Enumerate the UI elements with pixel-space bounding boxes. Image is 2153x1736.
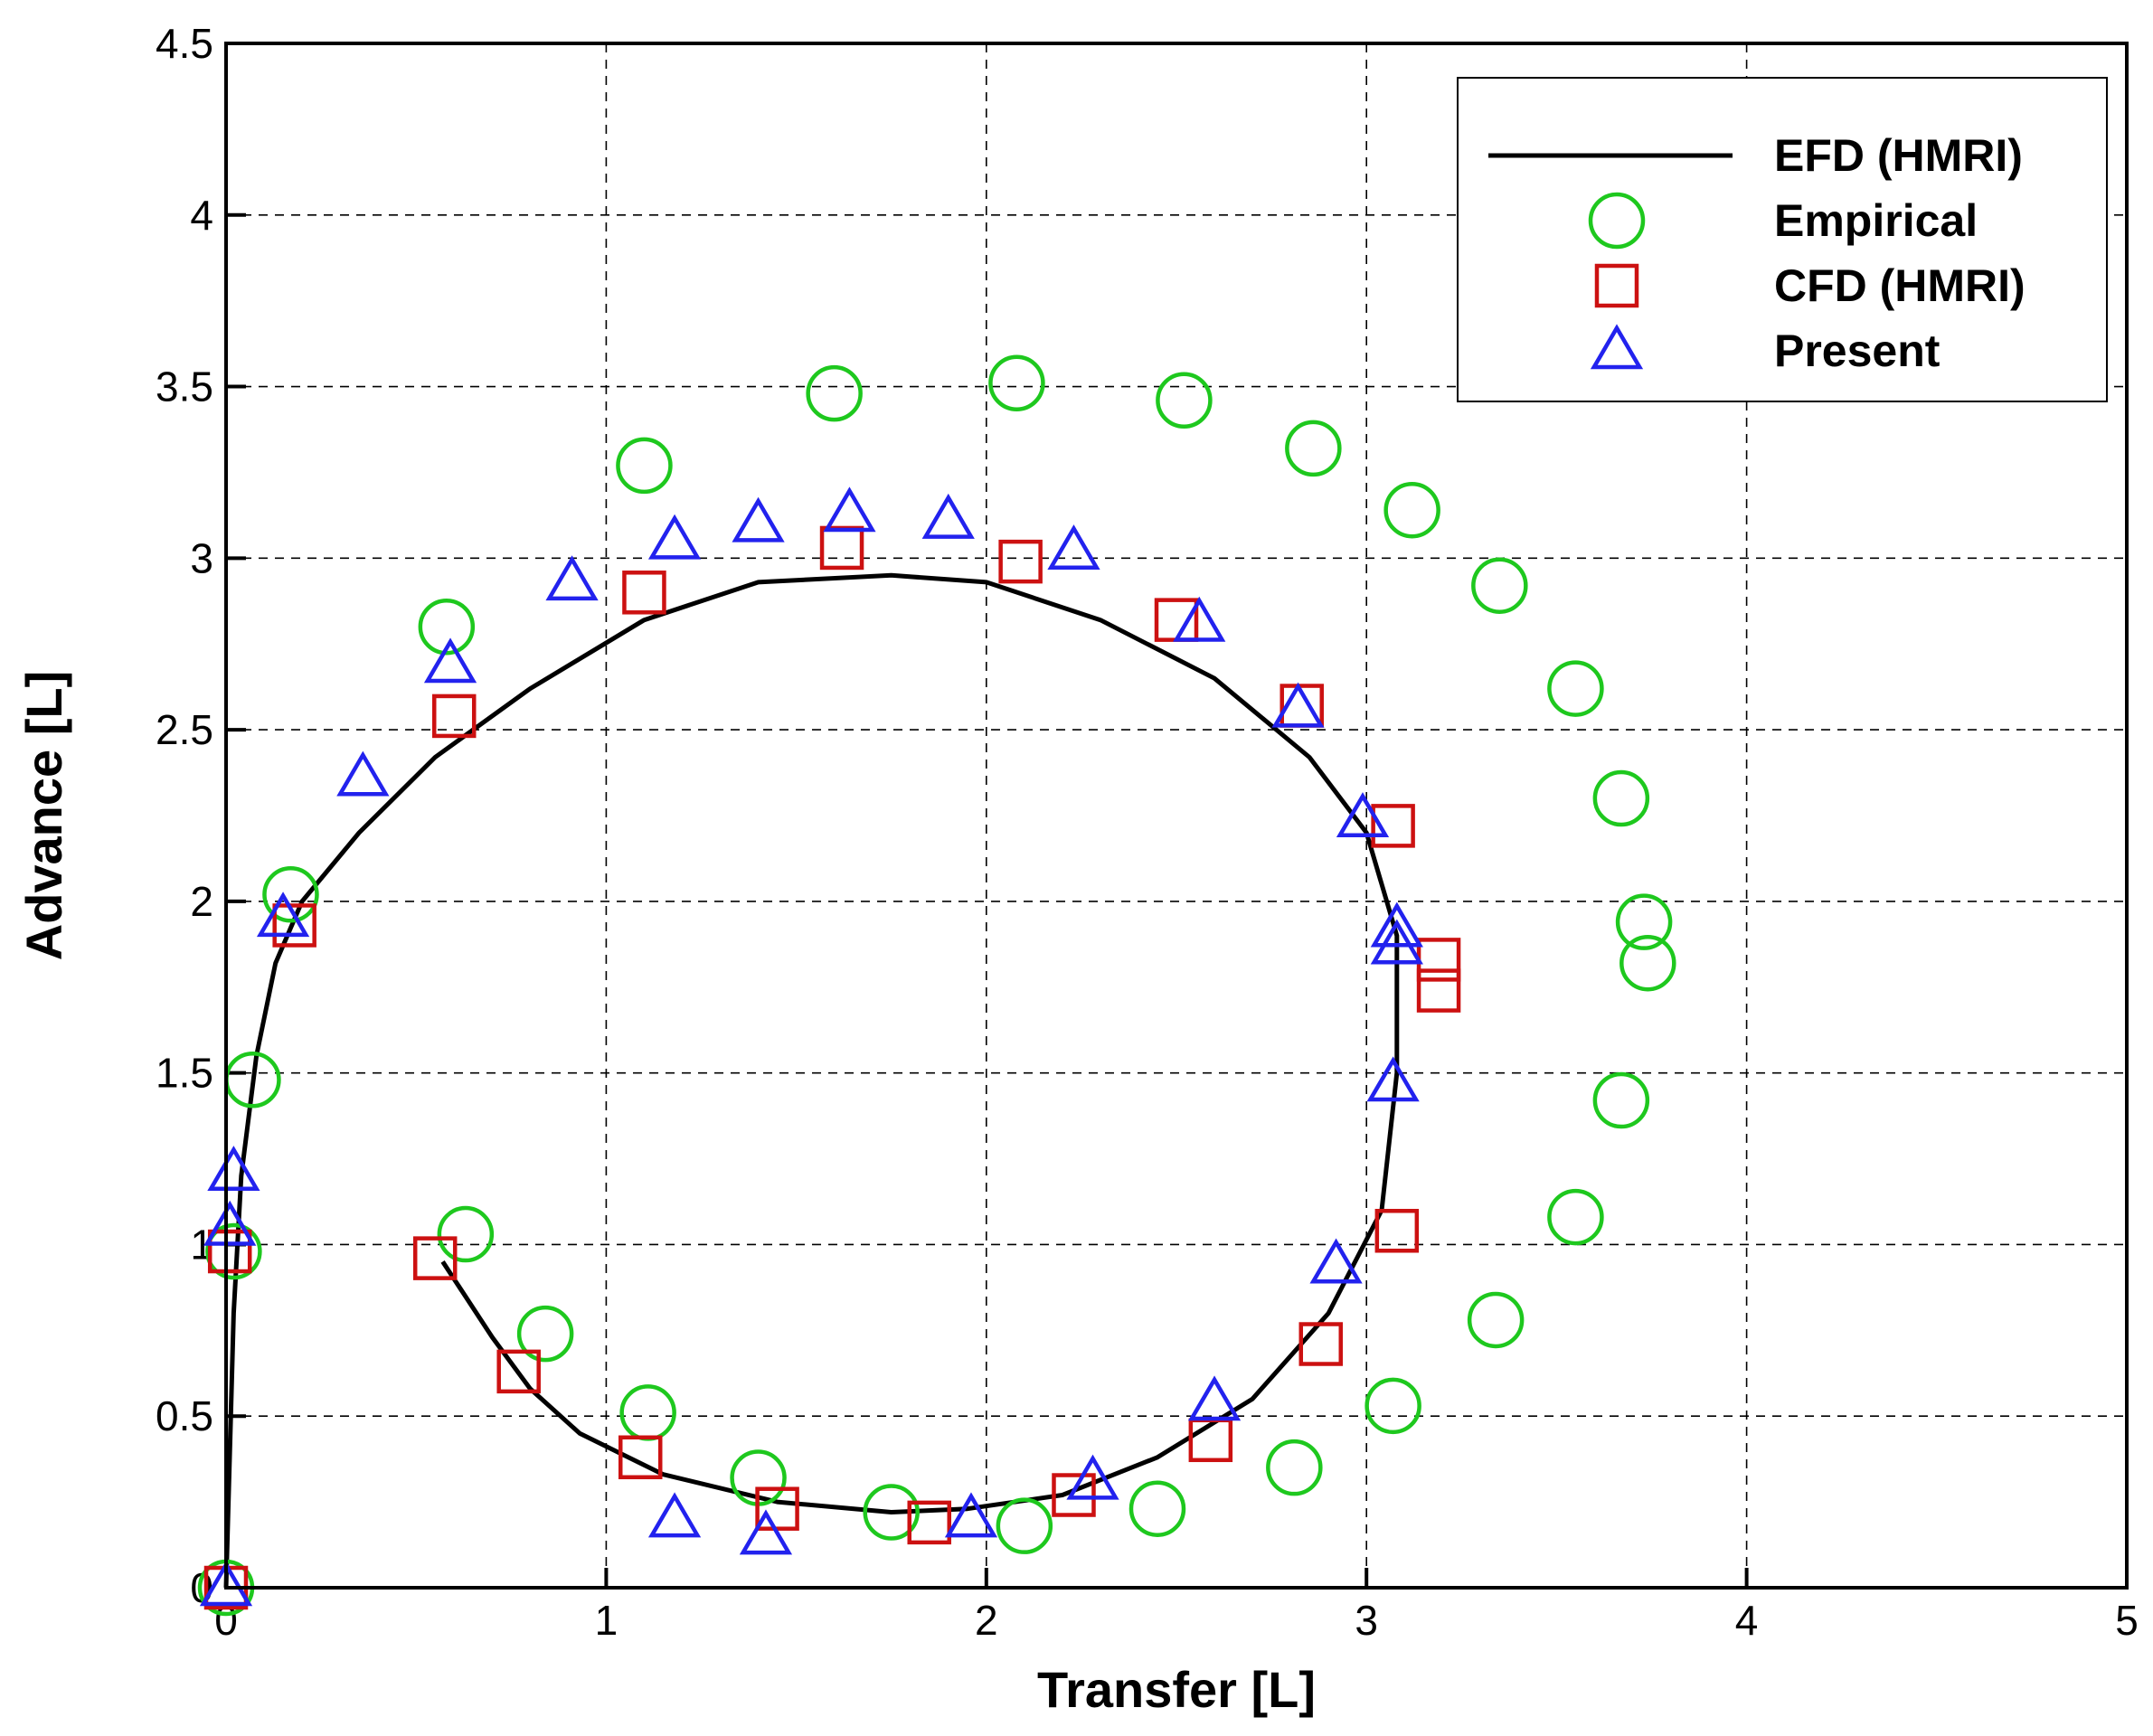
circle-point <box>1471 557 1528 614</box>
triangle-point <box>1066 1454 1119 1500</box>
circle-point <box>1467 1291 1525 1349</box>
y-axis-title: Advance [L] <box>15 671 72 961</box>
circle-point <box>516 1305 574 1363</box>
triangle-point <box>336 750 390 797</box>
y-tick-label: 3.5 <box>156 363 213 410</box>
circle-point <box>863 1484 920 1541</box>
efd-line <box>223 572 1400 1589</box>
circle-point <box>1592 1071 1650 1129</box>
circle-point <box>418 598 476 656</box>
triangle-point <box>1370 919 1423 965</box>
triangle-point <box>1187 1375 1242 1421</box>
legend-box <box>1457 77 2108 402</box>
y-tick-label: 4.5 <box>156 20 213 67</box>
square-point <box>412 1236 458 1280</box>
circle-point <box>996 1497 1053 1554</box>
circle-point <box>205 1222 262 1280</box>
circle-point <box>1547 660 1604 717</box>
x-tick-label: 1 <box>595 1597 619 1644</box>
circle-point <box>1615 893 1673 950</box>
y-tick-label: 4 <box>190 192 213 239</box>
triangle-point <box>1047 524 1100 570</box>
square-point <box>1052 1473 1096 1517</box>
y-tick-label: 0.5 <box>156 1392 213 1439</box>
circle-point <box>616 437 673 495</box>
triangle-point <box>732 496 785 542</box>
circle-point <box>1156 372 1213 429</box>
triangle-point <box>1309 1238 1363 1284</box>
square-point <box>907 1500 951 1545</box>
square-point <box>496 1349 541 1394</box>
circle-point <box>988 354 1045 412</box>
circle-point <box>1619 934 1676 992</box>
circle-point <box>1285 420 1342 477</box>
triangle-point <box>823 486 876 533</box>
legend-circle-swatch <box>1588 192 1646 250</box>
square-point <box>1416 968 1461 1013</box>
circle-point <box>1365 1377 1421 1435</box>
triangle-point <box>423 637 477 684</box>
legend-square-swatch <box>1594 263 1639 308</box>
triangle-point <box>1370 901 1423 948</box>
square-point <box>755 1486 799 1531</box>
square-point <box>1374 1209 1420 1253</box>
square-point <box>998 539 1043 584</box>
circle-point <box>437 1205 495 1263</box>
circle-point <box>1547 1188 1604 1246</box>
triangle-point <box>921 493 975 539</box>
triangle-point <box>944 1492 998 1538</box>
triangle-point <box>647 1492 702 1538</box>
triangle-point <box>1173 596 1226 642</box>
x-axis-title: Transfer [L] <box>1037 1661 1316 1718</box>
circle-point <box>1128 1480 1186 1537</box>
legend-label: CFD (HMRI) <box>1774 260 2026 311</box>
x-tick-label: 4 <box>1735 1597 1759 1644</box>
legend-label: Empirical <box>1774 195 1978 246</box>
triangle-point <box>545 555 599 601</box>
x-tick-label: 3 <box>1355 1597 1378 1644</box>
triangle-point <box>1336 792 1390 838</box>
triangle-point <box>647 514 702 560</box>
triangle-point <box>739 1509 793 1555</box>
series-square <box>203 525 1461 1610</box>
x-tick-label: 2 <box>975 1597 998 1644</box>
legend-label: Present <box>1774 326 1941 376</box>
square-point <box>622 571 666 615</box>
circle-point <box>262 866 319 923</box>
square-point <box>618 1435 663 1480</box>
square-point <box>431 693 477 739</box>
series-circle <box>197 354 1676 1617</box>
circle-point <box>1266 1439 1323 1496</box>
circle-point <box>806 364 863 422</box>
legend-triangle-swatch <box>1590 324 1644 370</box>
triangle-point <box>256 892 310 938</box>
triangle-point <box>203 1200 257 1246</box>
triangle-point <box>1271 682 1325 728</box>
legend: EFD (HMRI) Empirical CFD (HMRI) Present <box>1457 77 2108 402</box>
triangle-point <box>199 1561 253 1607</box>
plot-area <box>197 354 1676 1617</box>
x-tick-label: 5 <box>2115 1597 2139 1644</box>
square-point <box>1298 1322 1344 1366</box>
series-line <box>223 572 1400 1589</box>
circle-point <box>1383 481 1440 539</box>
y-tick-label: 1.5 <box>156 1050 213 1097</box>
circle-point <box>1592 769 1650 827</box>
y-tick-label: 2 <box>190 878 213 925</box>
legend-label: EFD (HMRI) <box>1774 130 2023 181</box>
triangle-point <box>1366 1056 1420 1102</box>
series-triangle <box>199 486 1423 1607</box>
square-point <box>207 1229 252 1274</box>
series-layer <box>197 354 1676 1617</box>
y-tick-label: 2.5 <box>156 706 213 753</box>
square-point <box>272 903 316 948</box>
square-point <box>1371 804 1415 848</box>
triangle-point <box>207 1146 260 1191</box>
y-tick-label: 3 <box>190 534 213 581</box>
plot-frame <box>224 42 2129 1590</box>
